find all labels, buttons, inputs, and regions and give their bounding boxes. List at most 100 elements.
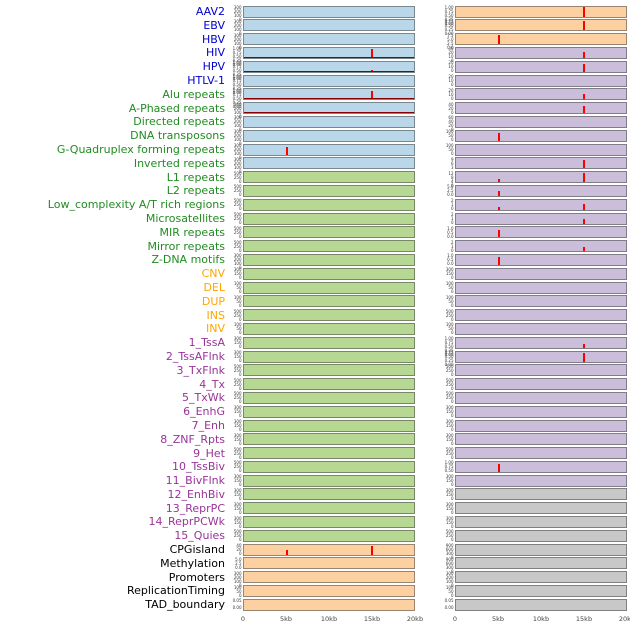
- y-tick-label: 0: [238, 371, 242, 377]
- signal-spike: [497, 35, 500, 45]
- y-tick-label: 0: [450, 127, 454, 133]
- y-ticks-right: 500 250 0: [415, 530, 455, 542]
- y-tick-label: 0.25: [444, 358, 454, 364]
- y-tick-label: 0.75: [444, 464, 454, 470]
- y-tick-label: 100: [233, 123, 242, 129]
- y-tick-label: 2: [450, 239, 454, 245]
- x-tick-label: 20kb: [406, 615, 424, 623]
- track-row: G-Quadruplex forming repeats 300 200 100 0 10…: [0, 143, 630, 160]
- y-ticks-left: 500 250 0: [228, 378, 243, 390]
- row-label: 13_ReprPC: [165, 501, 225, 515]
- y-tick-label: 0.5: [447, 257, 454, 263]
- y-tick-label: 300: [445, 432, 454, 438]
- y-tick-label: 0: [450, 247, 454, 253]
- panel-right: [455, 598, 627, 611]
- x-tick-label: 20kb: [618, 615, 630, 623]
- y-tick-label: 20: [448, 74, 454, 80]
- track-row: 2_TssAFlnk 300 150 0 0.75 0.50 0.25 0.00: [0, 350, 630, 367]
- y-ticks-left: 300 150 0: [228, 433, 243, 445]
- y-ticks-right: 1.0 0.5 0.0: [415, 254, 455, 266]
- row-label: 4_Tx: [199, 377, 225, 391]
- y-tick-label: 0.75: [232, 64, 242, 70]
- y-tick-label: 1.00: [232, 87, 242, 93]
- y-ticks-left: 300 200 100 0: [228, 571, 243, 587]
- signal-baseline: [244, 111, 414, 114]
- panel-left: [243, 226, 415, 239]
- row-label: 5_TxWk: [182, 391, 225, 405]
- y-tick-label: 300: [233, 115, 242, 121]
- row-label: EBV: [203, 18, 225, 32]
- y-ticks-left: 300 150 0: [228, 516, 243, 528]
- y-ticks-right: 500 250 0: [415, 309, 455, 321]
- panel-right: [455, 419, 627, 432]
- y-tick-label: 0: [238, 509, 242, 515]
- signal-spike: [582, 343, 585, 348]
- y-tick-label: 0.00: [444, 352, 454, 358]
- y-tick-label: 0: [238, 358, 242, 364]
- panel-left: [243, 5, 415, 18]
- y-ticks-right: 20 10 0: [415, 88, 455, 100]
- y-tick-label: 0: [450, 537, 454, 543]
- y-tick-label: 0: [450, 58, 454, 64]
- y-tick-label: 0.50: [232, 68, 242, 74]
- y-ticks-right: 900 600 300 0: [415, 556, 455, 573]
- y-tick-label: 4: [450, 178, 454, 184]
- y-tick-label: 300: [445, 564, 454, 570]
- y-tick-label: 0: [238, 127, 242, 133]
- panel-right: [455, 364, 627, 377]
- y-tick-label: 200: [233, 22, 242, 28]
- y-tick-label: 500: [233, 170, 242, 176]
- signal-spike: [582, 21, 585, 31]
- y-tick-label: 1.00: [232, 60, 242, 66]
- row-label: HPV: [202, 60, 225, 74]
- panel-right: [455, 543, 627, 556]
- y-tick-label: 500: [445, 363, 454, 369]
- y-ticks-right: 500 250 0: [415, 364, 455, 376]
- y-tick-label: 500: [233, 391, 242, 397]
- track-row: Microsatellites 500 250 0 2 1 0: [0, 212, 630, 226]
- y-tick-label: 50: [448, 588, 454, 594]
- track-row: Promoters 300 200 100 0 300 200 100 0: [0, 571, 630, 587]
- y-tick-label: 0: [238, 482, 242, 488]
- panel-right: [455, 240, 627, 253]
- y-tick-label: 20: [448, 50, 454, 56]
- track-row: 15_Quies 500 250 0 500 250 0: [0, 529, 630, 543]
- panel-right: [455, 143, 627, 156]
- y-tick-label: 300: [445, 474, 454, 480]
- panel-left: [243, 350, 415, 363]
- y-ticks-left: 300 150 0: [228, 420, 243, 432]
- track-row: 12_EnhBiv 300 150 0 300 150 0: [0, 488, 630, 502]
- panel-right: [455, 405, 627, 418]
- y-tick-label: 40: [448, 119, 454, 125]
- y-ticks-right: 100 50 0: [415, 585, 455, 597]
- track-row: 3_TxFlnk 500 250 0 500 250 0: [0, 364, 630, 378]
- y-tick-label: 5.0: [447, 36, 454, 42]
- panel-right: [455, 281, 627, 294]
- y-tick-label: 900: [445, 556, 454, 562]
- y-tick-label: 10: [448, 78, 454, 84]
- y-ticks-left: 300 150 0: [228, 268, 243, 280]
- y-tick-label: 300: [233, 18, 242, 24]
- row-label: 15_Quies: [174, 529, 225, 543]
- y-ticks-right: 100 50 0: [415, 282, 455, 294]
- y-tick-label: 10: [448, 91, 454, 97]
- row-label: A-Phased repeats: [128, 101, 225, 115]
- y-tick-label: 300: [445, 419, 454, 424]
- panel-right: [455, 74, 627, 87]
- track-row: 10_TssBiv 500 250 0 1.00 0.75 0.50: [0, 460, 630, 474]
- y-tick-label: 100: [233, 26, 242, 32]
- y-tick-label: 250: [233, 188, 242, 194]
- y-tick-label: 0: [450, 289, 454, 295]
- x-tick-label: 15kb: [363, 615, 381, 623]
- y-ticks-right: 1.00 0.75 0.50 0.25 0.00: [415, 6, 455, 26]
- y-tick-label: 250: [233, 395, 242, 401]
- panel-left: [243, 171, 415, 184]
- y-ticks-right: 12 8 4 0: [415, 171, 455, 187]
- y-tick-label: 250: [445, 395, 454, 401]
- y-ticks-left: 500 250 0: [228, 461, 243, 473]
- y-tick-label: 0: [450, 399, 454, 405]
- y-tick-label: 0.75: [444, 18, 454, 24]
- y-tick-label: 0: [450, 82, 454, 88]
- y-tick-label: 200: [233, 9, 242, 15]
- y-tick-label: 0: [238, 206, 242, 212]
